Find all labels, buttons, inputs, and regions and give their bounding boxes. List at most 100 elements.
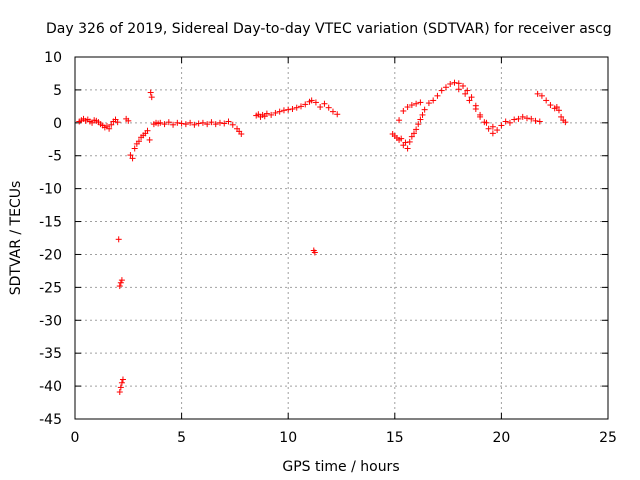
x-tick-label: 0: [71, 430, 80, 446]
data-point: [485, 125, 492, 132]
data-point: [543, 97, 550, 104]
data-point: [464, 87, 471, 94]
x-tick-label: 10: [279, 430, 297, 446]
data-point: [289, 105, 296, 112]
data-point: [553, 104, 560, 111]
data-point: [263, 110, 270, 117]
data-point: [272, 109, 279, 116]
data-point: [483, 119, 490, 126]
data-point: [534, 90, 541, 97]
data-point: [212, 121, 219, 128]
data-point: [489, 130, 496, 137]
data-point: [421, 106, 428, 113]
y-tick-label: -10: [39, 182, 62, 198]
data-point: [204, 121, 211, 128]
data-point: [455, 80, 462, 87]
data-point: [108, 121, 115, 128]
data-point: [131, 145, 138, 152]
chart-title: Day 326 of 2019, Sidereal Day-to-day VTE…: [46, 21, 612, 37]
x-tick-label: 25: [599, 430, 617, 446]
data-point: [511, 116, 518, 123]
data-point: [325, 104, 332, 111]
data-point: [425, 100, 432, 107]
data-point: [317, 104, 324, 111]
data-point: [116, 389, 123, 396]
data-point: [451, 79, 458, 86]
data-point: [430, 97, 437, 104]
x-tick-label: 20: [492, 430, 510, 446]
data-point: [434, 92, 441, 99]
data-point: [477, 113, 484, 120]
data-point: [466, 97, 473, 104]
data-point: [280, 107, 287, 114]
data-point: [146, 136, 153, 143]
y-tick-label: -40: [39, 379, 62, 395]
data-point: [147, 89, 154, 96]
data-point: [114, 119, 121, 126]
data-point: [208, 119, 215, 126]
data-point: [489, 123, 496, 130]
data-point: [506, 119, 513, 126]
data-point: [129, 155, 136, 162]
data-point: [462, 90, 469, 97]
y-tick-label: -20: [39, 247, 62, 263]
data-point: [334, 111, 341, 118]
data-point: [312, 99, 319, 106]
data-point: [117, 279, 124, 286]
y-tick-label: -5: [48, 149, 62, 165]
data-point: [536, 118, 543, 125]
data-point: [161, 121, 168, 128]
data-point: [127, 152, 134, 159]
data-point: [199, 119, 206, 126]
x-tick-label: 5: [177, 430, 186, 446]
data-point: [148, 94, 155, 101]
data-point: [498, 122, 505, 129]
data-point: [417, 116, 424, 123]
y-tick-label: 10: [44, 50, 62, 66]
data-point: [502, 118, 509, 125]
data-point: [413, 100, 420, 107]
data-point: [402, 139, 409, 146]
plot-frame: [74, 56, 609, 420]
data-point: [276, 108, 283, 115]
x-axis-label: GPS time / hours: [282, 459, 399, 475]
data-point: [119, 376, 126, 383]
data-point: [125, 117, 132, 124]
data-point: [447, 80, 454, 87]
y-tick-label: -15: [39, 215, 62, 231]
data-point: [528, 115, 535, 122]
data-point: [187, 119, 194, 126]
data-point: [135, 138, 142, 145]
x-tick-labels: 0 5 10 15 20 25: [71, 430, 617, 446]
data-point: [308, 97, 315, 104]
data-point: [225, 118, 232, 125]
data-point: [182, 121, 189, 128]
data-point: [404, 104, 411, 111]
data-point: [472, 105, 479, 112]
data-point: [157, 119, 164, 126]
data-point: [404, 145, 411, 152]
data-point: [398, 135, 405, 142]
data-point: [195, 120, 202, 127]
data-point: [285, 106, 292, 113]
data-point: [191, 121, 198, 128]
y-tick-label: -45: [39, 412, 62, 428]
x-tick-label: 15: [386, 430, 404, 446]
data-point: [396, 117, 403, 124]
data-point: [311, 249, 318, 256]
data-point: [329, 108, 336, 115]
data-point: [494, 127, 501, 134]
data-point: [532, 117, 539, 124]
data-point: [293, 104, 300, 111]
data-point: [174, 119, 181, 126]
data-point: [406, 138, 413, 145]
data-point: [268, 111, 275, 118]
data-point: [178, 120, 185, 127]
data-point: [115, 236, 122, 243]
data-point: [117, 384, 124, 391]
data-point: [321, 100, 328, 107]
data-point: [547, 102, 554, 109]
data-point: [238, 131, 245, 138]
data-point: [442, 84, 449, 91]
